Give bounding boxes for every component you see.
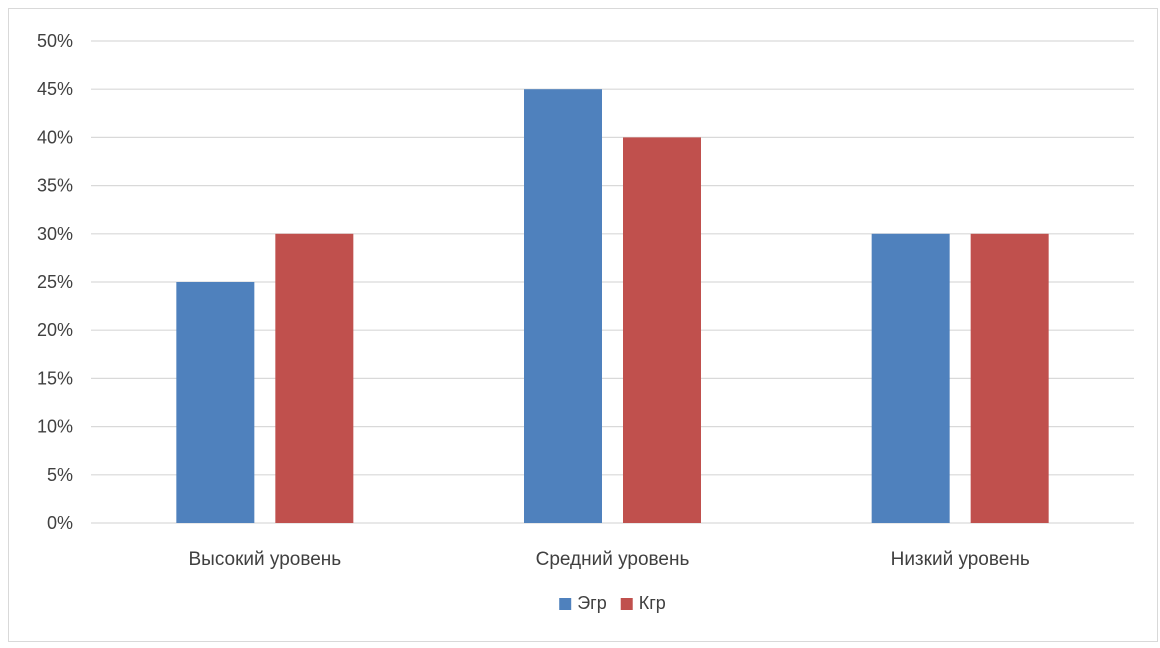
x-axis-category-labels: Высокий уровень Средний уровень Низкий уро… <box>188 549 1029 570</box>
x-category-label: Средний уровень <box>536 549 690 570</box>
bar <box>524 89 602 523</box>
y-tick-label: 0% <box>47 513 73 533</box>
y-tick-label: 5% <box>47 465 73 485</box>
y-axis-tick-labels: 0% 5% 10% 15% 20% 25% 30% 35% 40% 45% 50% <box>37 31 73 533</box>
gridlines <box>91 40 1134 524</box>
y-tick-label: 15% <box>37 368 73 388</box>
y-tick-label: 25% <box>37 272 73 292</box>
y-tick-label: 40% <box>37 127 73 147</box>
legend-label: Кгр <box>639 593 666 613</box>
bars <box>176 89 1049 524</box>
bar <box>623 137 701 523</box>
bar <box>275 233 354 524</box>
legend-item: Кгр <box>620 593 666 613</box>
legend-swatch <box>620 598 633 610</box>
legend: Эгр Кгр <box>559 593 666 613</box>
bar <box>970 233 1049 524</box>
bar-chart: 0% 5% 10% 15% 20% 25% 30% 35% 40% 45% 50% Высокий … <box>37 31 1134 613</box>
y-tick-label: 10% <box>37 417 73 437</box>
legend-label: Эгр <box>577 593 607 613</box>
y-tick-label: 35% <box>37 176 73 196</box>
chart-frame: 0% 5% 10% 15% 20% 25% 30% 35% 40% 45% 50% Высокий … <box>8 8 1158 642</box>
bar <box>176 282 255 523</box>
legend-swatch <box>559 598 572 610</box>
bar <box>871 233 950 524</box>
x-category-label: Высокий уровень <box>188 549 341 570</box>
y-tick-label: 30% <box>37 224 73 244</box>
y-tick-label: 50% <box>37 31 73 51</box>
legend-item: Эгр <box>559 593 607 613</box>
y-tick-label: 20% <box>37 320 73 340</box>
x-category-label: Низкий уровень <box>891 549 1030 570</box>
y-tick-label: 45% <box>37 79 73 99</box>
